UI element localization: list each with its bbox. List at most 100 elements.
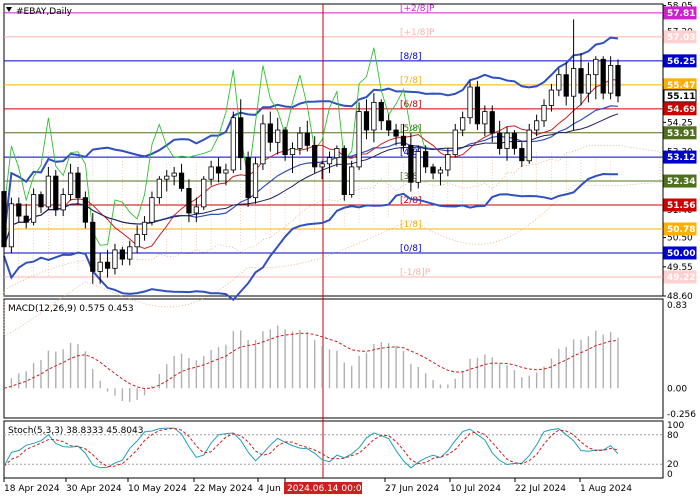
candle-body[interactable] bbox=[319, 163, 325, 168]
candle-body[interactable] bbox=[230, 117, 236, 171]
price-level-badge bbox=[663, 198, 697, 212]
candle-body[interactable] bbox=[245, 157, 251, 199]
price-level-badge bbox=[663, 270, 697, 284]
candle-body[interactable] bbox=[30, 194, 37, 223]
price-level-badge bbox=[663, 126, 697, 140]
candle-body[interactable] bbox=[363, 111, 370, 131]
candle-body[interactable] bbox=[393, 129, 399, 137]
candle-body[interactable] bbox=[38, 194, 44, 208]
candle-body[interactable] bbox=[223, 169, 229, 174]
candle-body[interactable] bbox=[541, 105, 547, 122]
time-axis-label: 18 Apr 2024 bbox=[4, 484, 60, 494]
candle-body[interactable] bbox=[304, 132, 310, 146]
candle-body[interactable] bbox=[90, 221, 96, 272]
candle-body[interactable] bbox=[526, 129, 532, 162]
candle-body[interactable] bbox=[119, 249, 125, 260]
candle-body[interactable] bbox=[556, 74, 562, 91]
candle-body[interactable] bbox=[171, 172, 177, 177]
candle-body[interactable] bbox=[585, 74, 592, 94]
candle-body[interactable] bbox=[149, 197, 155, 223]
candle-body[interactable] bbox=[504, 132, 510, 149]
candle-body[interactable] bbox=[415, 151, 421, 183]
candle-body[interactable] bbox=[312, 144, 318, 168]
candle-body[interactable] bbox=[497, 132, 503, 149]
cursor-time-label: 2024.06.14 00:00 bbox=[287, 484, 368, 494]
candle-body[interactable] bbox=[408, 144, 414, 183]
candle-body[interactable] bbox=[215, 166, 222, 174]
candle-body[interactable] bbox=[519, 148, 525, 162]
candle-body[interactable] bbox=[297, 132, 303, 149]
candle-body[interactable] bbox=[570, 68, 577, 97]
candle-body[interactable] bbox=[267, 123, 273, 143]
candle-body[interactable] bbox=[75, 172, 81, 199]
candle-body[interactable] bbox=[593, 58, 599, 76]
candle-body[interactable] bbox=[563, 74, 569, 97]
candle-body[interactable] bbox=[423, 151, 429, 168]
candle-body[interactable] bbox=[460, 117, 466, 131]
candle-body[interactable] bbox=[482, 111, 488, 125]
candle-body[interactable] bbox=[134, 234, 140, 248]
candle-body[interactable] bbox=[67, 172, 74, 195]
candle-body[interactable] bbox=[53, 175, 59, 211]
murrey-level-label: [6/8] bbox=[400, 100, 422, 110]
candle-body[interactable] bbox=[615, 65, 621, 97]
candle-body[interactable] bbox=[16, 203, 22, 217]
candle-body[interactable] bbox=[511, 132, 518, 149]
candle-body[interactable] bbox=[289, 148, 296, 156]
candle-body[interactable] bbox=[164, 175, 170, 180]
candle-body[interactable] bbox=[252, 163, 259, 199]
candle-body[interactable] bbox=[534, 120, 540, 131]
candle-body[interactable] bbox=[275, 129, 281, 143]
candle-body[interactable] bbox=[178, 172, 185, 189]
candle-body[interactable] bbox=[45, 175, 52, 208]
candle-body[interactable] bbox=[208, 166, 214, 180]
candle-body[interactable] bbox=[474, 86, 481, 125]
candle-body[interactable] bbox=[445, 154, 451, 171]
candle-body[interactable] bbox=[238, 117, 244, 159]
price-level-badge-text: 51.56 bbox=[667, 201, 695, 211]
candle-body[interactable] bbox=[378, 101, 384, 122]
candle-body[interactable] bbox=[186, 188, 192, 214]
candle-body[interactable] bbox=[112, 249, 118, 269]
candle-body[interactable] bbox=[23, 215, 29, 223]
candle-body[interactable] bbox=[82, 197, 88, 223]
candle-body[interactable] bbox=[1, 191, 7, 248]
candle-body[interactable] bbox=[193, 206, 199, 214]
candle-body[interactable] bbox=[334, 148, 340, 159]
candle-body[interactable] bbox=[127, 246, 133, 260]
ichimoku-cloud bbox=[3, 145, 661, 337]
candle-body[interactable] bbox=[607, 65, 614, 94]
candle-body[interactable] bbox=[430, 166, 436, 174]
candle-body[interactable] bbox=[260, 123, 266, 165]
candle-body[interactable] bbox=[97, 261, 103, 272]
candle-body[interactable] bbox=[8, 203, 15, 248]
candle-body[interactable] bbox=[156, 178, 162, 199]
candle-body[interactable] bbox=[467, 86, 473, 119]
candle-body[interactable] bbox=[437, 169, 444, 174]
candle-body[interactable] bbox=[600, 58, 606, 94]
candle-body[interactable] bbox=[104, 261, 111, 269]
candle-body[interactable] bbox=[141, 221, 148, 235]
macd-signal-line bbox=[3, 332, 619, 390]
candle-body[interactable] bbox=[60, 194, 66, 211]
candle-body[interactable] bbox=[371, 101, 377, 131]
candle-body[interactable] bbox=[386, 120, 392, 131]
macd-label: MACD(12,26,9) 0.575 0.453 bbox=[8, 304, 134, 314]
candle-body[interactable] bbox=[282, 129, 288, 156]
candle-body[interactable] bbox=[452, 129, 458, 156]
bollinger-lower-band bbox=[3, 172, 618, 302]
candle-body[interactable] bbox=[349, 166, 355, 195]
candle-body[interactable] bbox=[489, 111, 495, 134]
stoch-axis-label: 100 bbox=[667, 421, 684, 431]
lagging-span-line bbox=[3, 47, 427, 246]
candle-body[interactable] bbox=[356, 111, 362, 168]
candle-body[interactable] bbox=[578, 68, 584, 94]
candle-body[interactable] bbox=[548, 89, 555, 106]
candle-body[interactable] bbox=[400, 135, 407, 146]
candle-body[interactable] bbox=[341, 148, 347, 195]
symbol-dropdown-icon[interactable] bbox=[6, 7, 12, 12]
candle-body[interactable] bbox=[201, 178, 207, 208]
candle-body[interactable] bbox=[326, 157, 333, 165]
stoch-axis-label: 20 bbox=[667, 460, 679, 470]
